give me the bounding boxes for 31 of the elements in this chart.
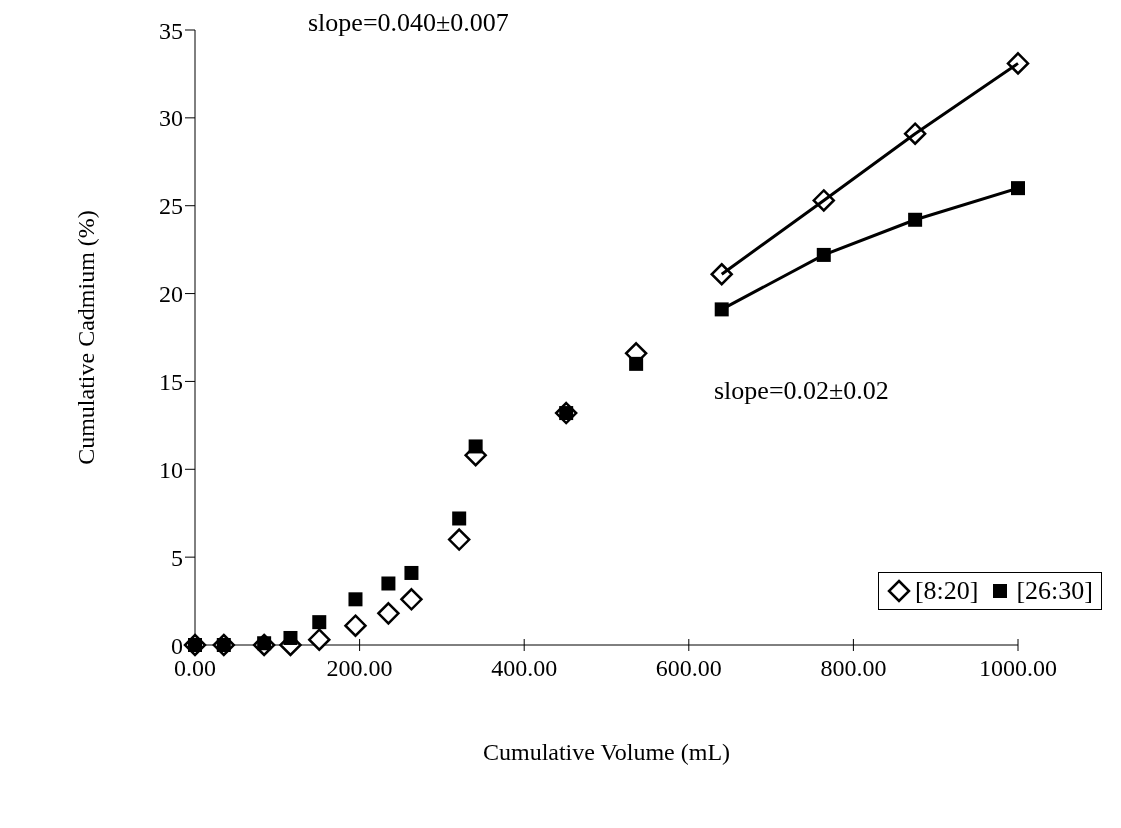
x-tick-label: 400.00: [491, 655, 558, 682]
point: [312, 615, 327, 630]
point: [629, 356, 644, 371]
point: [400, 588, 423, 611]
annotation: slope=0.02±0.02: [714, 376, 889, 406]
y-tick-label: 25: [159, 193, 183, 220]
point: [377, 602, 400, 625]
point: [404, 565, 419, 580]
x-tick-label: 600.00: [655, 655, 722, 682]
legend-label: [26:30]: [1016, 576, 1093, 606]
y-tick-label: 35: [159, 17, 183, 44]
x-tick-label: 200.00: [326, 655, 393, 682]
point: [447, 528, 471, 551]
point: [381, 576, 396, 591]
y-tick-label: 5: [171, 544, 183, 571]
point: [308, 628, 331, 651]
x-tick-label: 1000.00: [979, 655, 1057, 682]
annotation: slope=0.040±0.007: [308, 8, 509, 38]
point: [344, 614, 367, 637]
point: [468, 439, 483, 454]
x-tick-label: 800.00: [820, 655, 887, 682]
x-axis-title: Cumulative Volume (mL): [482, 739, 731, 765]
point: [348, 592, 363, 607]
y-tick-label: 10: [159, 456, 183, 483]
y-tick-label: 30: [159, 105, 183, 132]
point: [283, 630, 298, 645]
legend-label: [8:20]: [914, 576, 979, 606]
y-tick-label: 15: [159, 368, 183, 395]
y-tick-label: 20: [159, 281, 183, 308]
y-axis-title: Cumulative Cadmium (%): [72, 210, 99, 465]
point: [452, 511, 467, 526]
